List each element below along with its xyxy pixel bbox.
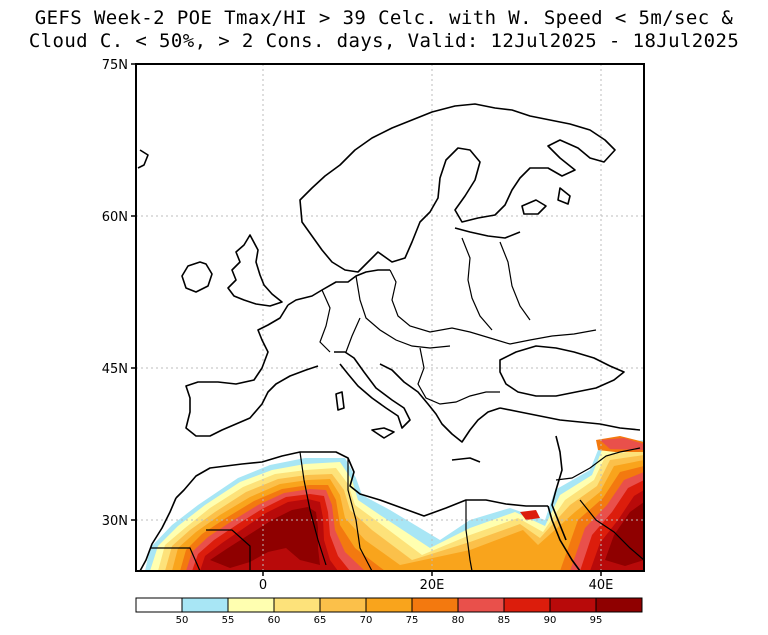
colorbar-label: 75 (406, 615, 419, 626)
colorbar-swatch (457, 597, 505, 613)
coast-iceland (137, 149, 149, 169)
country-borders (150, 237, 644, 571)
colorbar-swatch (595, 597, 643, 613)
coast-italy (334, 351, 411, 429)
colorbar-label: 55 (222, 615, 235, 626)
map-title-line-2: Cloud C. < 50%, > 2 Cons. days, Valid: 1… (28, 30, 740, 52)
colorbar-label: 65 (314, 615, 327, 626)
colorbar-swatch (365, 597, 413, 613)
lon-label-0: 0 (259, 578, 267, 593)
colorbar-swatch (135, 597, 183, 613)
coast-biscay-iberia (185, 304, 319, 437)
coast-anatolia (499, 407, 641, 431)
lat-label-45n: 45N (102, 362, 128, 377)
colorbar-label: 85 (498, 615, 511, 626)
lon-label-20e: 20E (420, 578, 445, 593)
colorbar-label: 70 (360, 615, 373, 626)
axis-ticks (131, 63, 602, 576)
colorbar-label: 50 (176, 615, 189, 626)
colorbar-swatch (181, 597, 229, 613)
colorbar-label: 80 (452, 615, 465, 626)
colorbar-label: 90 (544, 615, 557, 626)
lat-label-75n: 75N (102, 58, 128, 73)
coast-arctic (557, 187, 571, 205)
coast-west-africa (139, 497, 177, 571)
colorbar-label: 95 (590, 615, 603, 626)
coast-white-sea (521, 199, 547, 215)
lon-label-40e: 40E (589, 578, 614, 593)
colorbar-swatch (273, 597, 321, 613)
lat-label-60n: 60N (102, 210, 128, 225)
coast-sardinia (335, 391, 345, 411)
coast-great-britain (227, 234, 283, 307)
coast-red-sea (547, 505, 581, 571)
coast-north-africa (175, 451, 548, 517)
lat-label-30n: 30N (102, 514, 128, 529)
colorbar-swatch (411, 597, 459, 613)
probability-shading (145, 436, 644, 571)
coast-levant (551, 435, 567, 541)
coast-ireland (181, 261, 213, 293)
colorbar-swatch (319, 597, 367, 613)
coastlines (137, 103, 641, 571)
colorbar-swatch (503, 597, 551, 613)
coast-sicily (371, 427, 395, 439)
coast-balkans (379, 363, 501, 443)
coast-western-europe (287, 269, 390, 306)
coast-finland-gulf (454, 227, 521, 239)
coast-crete (451, 457, 481, 463)
map-title-line-1: GEFS Week-2 POE Tmax/HI > 39 Celc. with … (34, 7, 734, 29)
colorbar-label: 60 (268, 615, 281, 626)
colorbar: 50 55 60 65 70 75 80 85 90 95 (135, 597, 643, 626)
coast-black-sea (499, 345, 625, 397)
colorbar-swatch (549, 597, 597, 613)
colorbar-swatch (227, 597, 275, 613)
shading-level-max (210, 502, 644, 568)
map-frame (135, 63, 645, 572)
coast-scandinavia (299, 103, 616, 273)
